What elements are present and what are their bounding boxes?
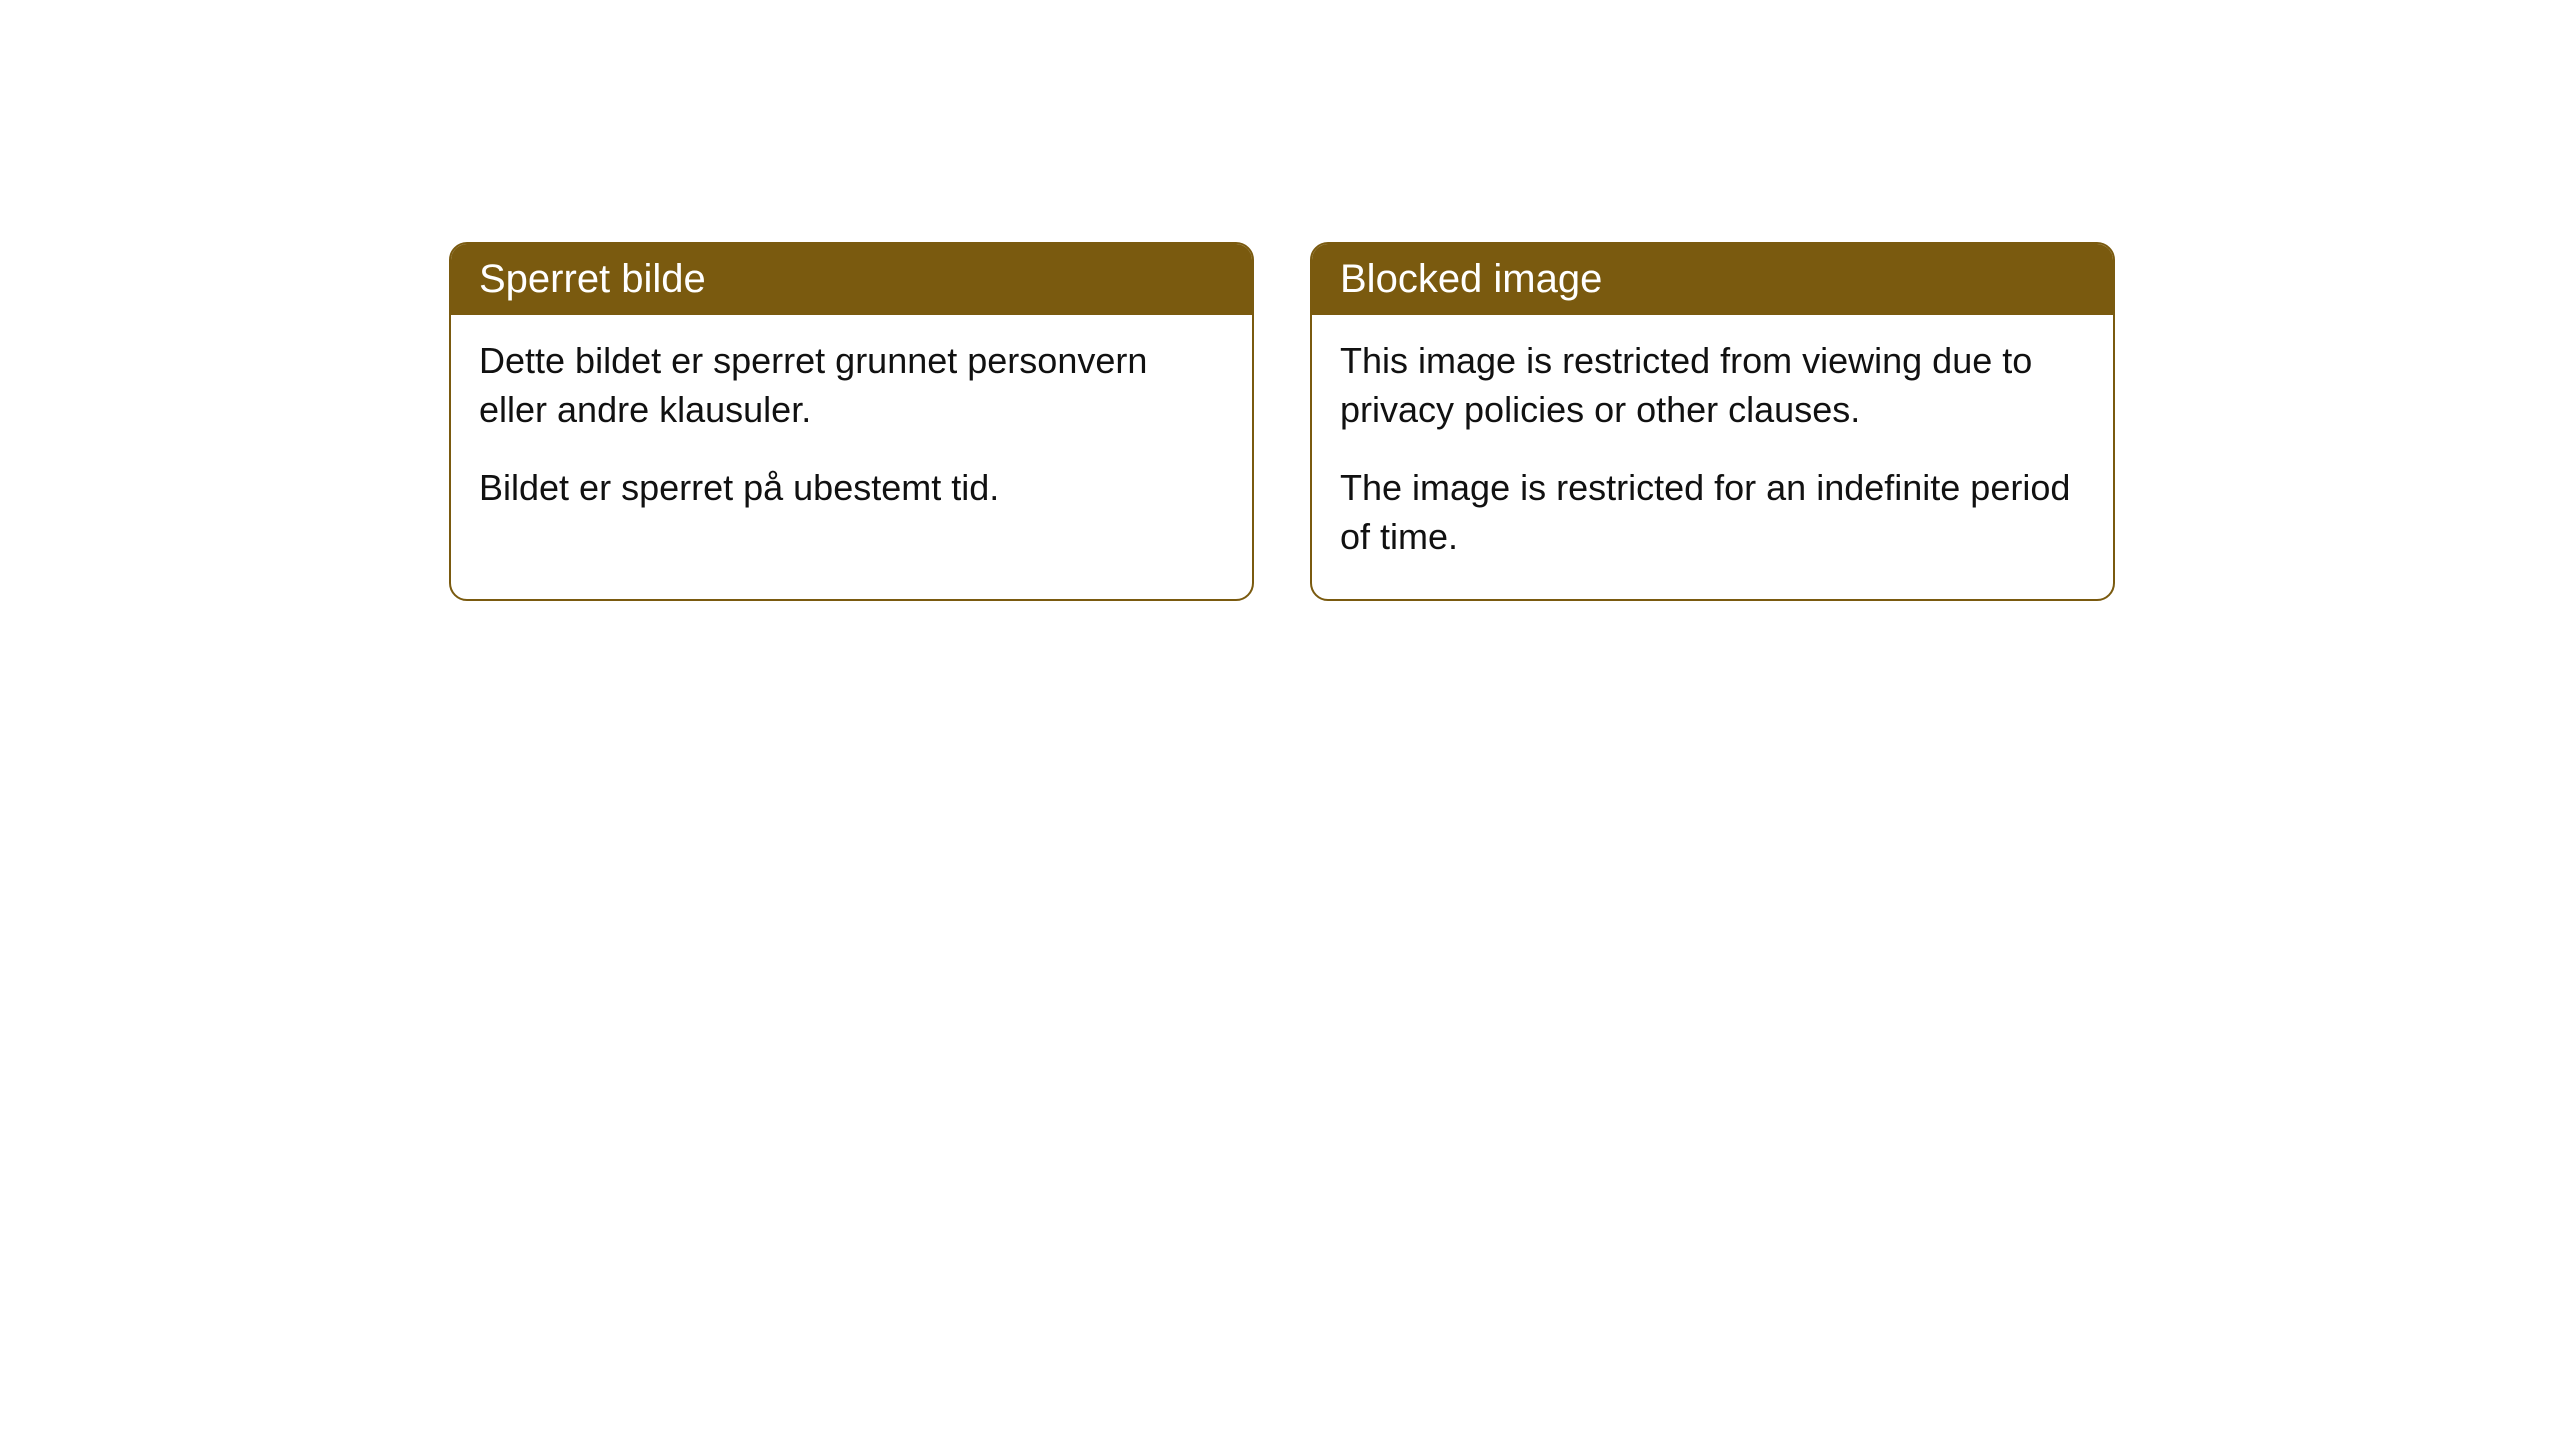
blocked-image-card-english: Blocked image This image is restricted f… (1310, 242, 2115, 601)
card-header-english: Blocked image (1312, 244, 2113, 315)
card-text-line-2: The image is restricted for an indefinit… (1340, 464, 2085, 561)
card-header-norwegian: Sperret bilde (451, 244, 1252, 315)
blocked-image-notices: Sperret bilde Dette bildet er sperret gr… (449, 242, 2115, 601)
card-text-line-1: This image is restricted from viewing du… (1340, 337, 2085, 434)
card-title: Blocked image (1340, 257, 1602, 301)
card-body-norwegian: Dette bildet er sperret grunnet personve… (451, 315, 1252, 551)
card-title: Sperret bilde (479, 257, 706, 301)
blocked-image-card-norwegian: Sperret bilde Dette bildet er sperret gr… (449, 242, 1254, 601)
card-text-line-2: Bildet er sperret på ubestemt tid. (479, 464, 1224, 513)
card-text-line-1: Dette bildet er sperret grunnet personve… (479, 337, 1224, 434)
card-body-english: This image is restricted from viewing du… (1312, 315, 2113, 599)
